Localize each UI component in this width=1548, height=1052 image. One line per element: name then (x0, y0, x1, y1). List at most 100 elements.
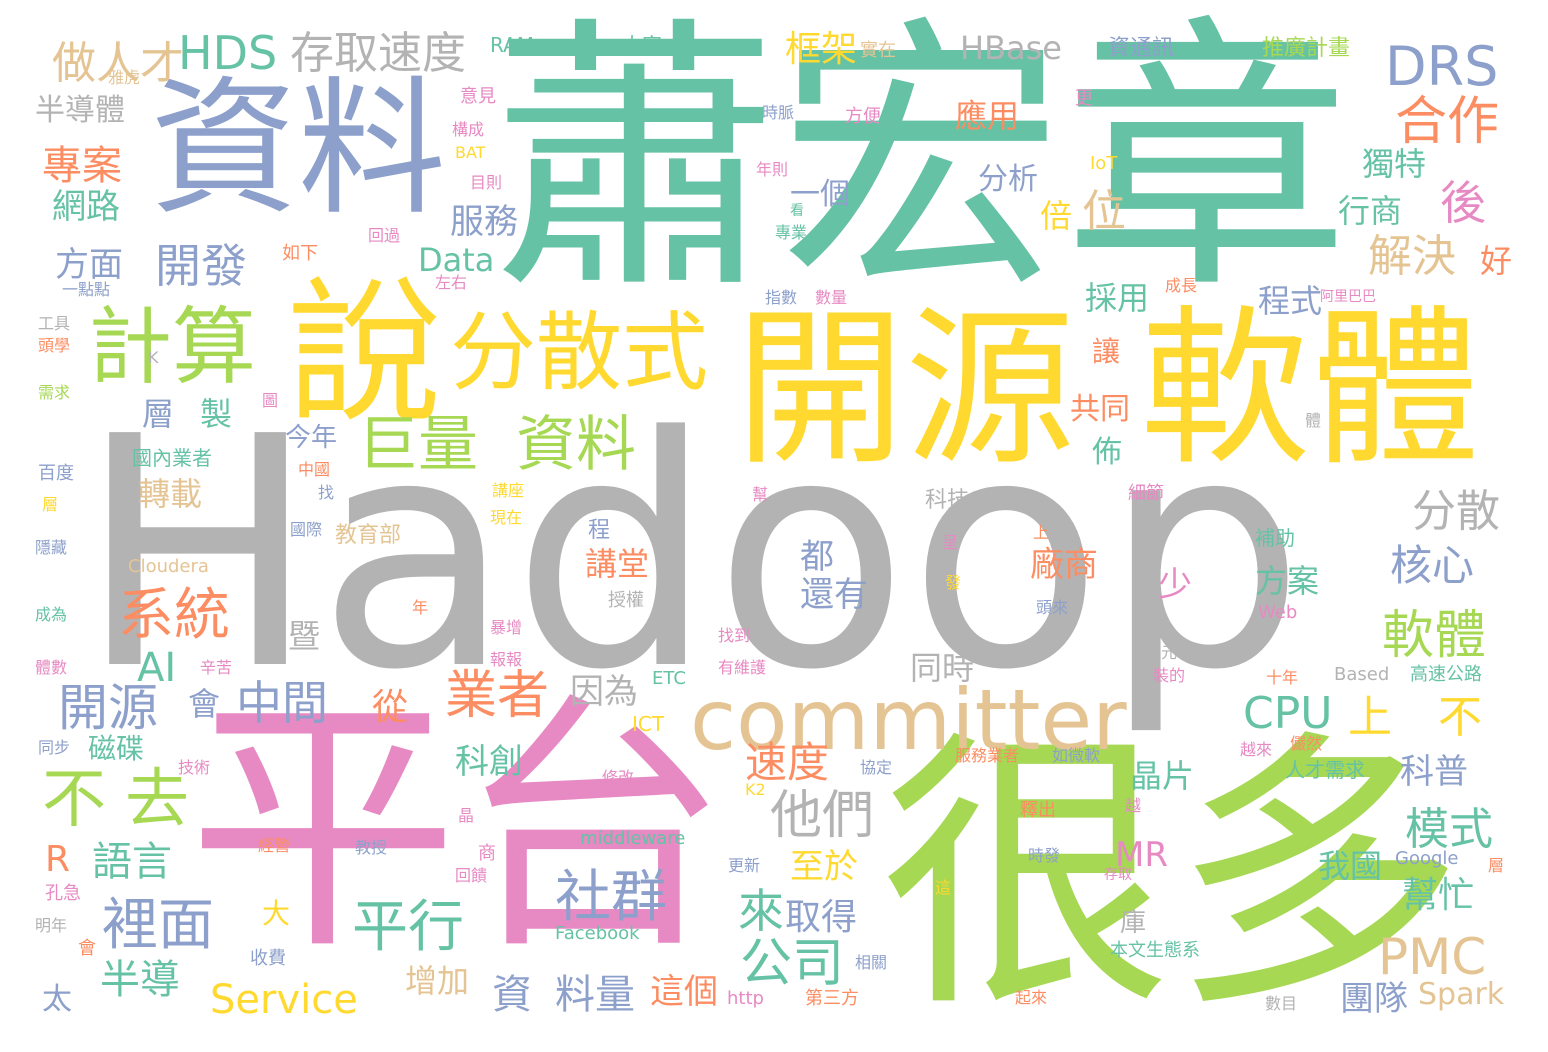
word-up: 上 (1348, 692, 1392, 743)
word-sync: 同步 (38, 738, 71, 757)
word-meanwhile: 同時 (910, 649, 975, 687)
word-talent: 做人才 (52, 38, 184, 89)
word-this-year: 今年 (285, 423, 338, 453)
word-promo-plan: 推廣計畫 (1262, 36, 1351, 61)
word-distributed: 分散式 (450, 303, 708, 403)
word-increasingly: 越來 (1240, 740, 1273, 759)
word-zhe: 這 (935, 878, 952, 897)
word-analysis: 分析 (978, 162, 1038, 197)
word-really: 實在 (860, 40, 896, 61)
word-access-speed: 存取速度 (290, 28, 466, 79)
word-library: 庫 (1120, 908, 1147, 938)
word-a-little: 一點點 (62, 280, 111, 299)
word-approx: 左右 (435, 273, 468, 292)
word-year: 年 (412, 598, 429, 617)
word-many: 很多 (880, 706, 1464, 1046)
word-let: 讓 (1092, 335, 1121, 368)
word-cpu: CPU (1243, 688, 1333, 739)
word-ict-industry: 資通訊 (1108, 36, 1175, 61)
word-rise: 起來 (1015, 988, 1048, 1007)
word-as-for: 至於 (790, 847, 858, 887)
word-application: 應用 (955, 97, 1020, 135)
word-professional: 專業 (775, 223, 808, 242)
word-disk: 磁碟 (88, 732, 145, 765)
word-technology: 科技 (925, 488, 970, 513)
word-release: 釋出 (1020, 800, 1056, 821)
word-facebook: Facebook (555, 923, 640, 944)
word-position: 位 (1082, 186, 1126, 237)
word-more-2: 越 (1125, 796, 1142, 815)
word-compose: 構成 (452, 120, 485, 139)
word-china: 中國 (298, 460, 331, 479)
word-our-country: 我國 (1318, 847, 1383, 885)
word-not: 不 (1438, 692, 1482, 743)
word-found: 找到 (718, 626, 751, 645)
word-spark: Spark (1418, 977, 1505, 1012)
word-obtain: 取得 (785, 897, 858, 938)
word-framework: 框架 (785, 29, 858, 70)
word-k2: K2 (745, 780, 766, 799)
word-layer: 層 (142, 395, 175, 433)
word-service: 服務 (450, 202, 518, 242)
word-clock: 時脈 (762, 103, 795, 122)
word-vendors: 業者 (445, 666, 550, 726)
word-few: 少 (1158, 565, 1192, 605)
word-domestic-vendors: 國內業者 (132, 446, 212, 470)
word-hidden: 隱藏 (35, 538, 68, 557)
word-body-count: 體數 (35, 658, 68, 677)
word-operator: 行商 (1338, 192, 1403, 230)
word-inside: 裡面 (102, 893, 214, 958)
word-convenient: 方便 (845, 106, 881, 127)
word-bat: BAT (455, 143, 486, 162)
word-program: 程式 (1258, 282, 1323, 320)
word-crystal: 晶 (458, 806, 475, 825)
word-service-en: Service (210, 977, 358, 1023)
word-operate: 經營 (258, 836, 291, 855)
word-seemingly: 儼然 (1290, 734, 1323, 753)
word-platform: 平台 (188, 671, 728, 986)
word-because: 因為 (570, 672, 638, 712)
word-cloudera: Cloudera (128, 556, 209, 577)
word-baidu: 百度 (38, 463, 74, 484)
word-committer: committer (690, 671, 1127, 769)
word-also-have: 還有 (800, 575, 868, 615)
word-ad: 西元 (1145, 643, 1178, 662)
word-moe: 教育部 (335, 523, 402, 548)
word-quantity: 數量 (815, 288, 848, 307)
word-good: 好 (1480, 242, 1513, 280)
word-etc: ETC (652, 668, 686, 689)
word-like-ms: 如微軟 (1052, 746, 1101, 765)
word-fee: 收費 (250, 948, 286, 969)
word-and: 暨 (288, 617, 321, 655)
word-huge: 巨量 (358, 410, 478, 480)
word-layer-2: 層 (42, 495, 59, 514)
word-core: 核心 (1390, 541, 1475, 590)
word-protocol: 協定 (860, 758, 893, 777)
word-too: 太 (42, 982, 72, 1017)
word-modify: 修改 (602, 768, 635, 787)
word-cheng-2: 呈 (942, 533, 959, 552)
word-feedback: 回饋 (455, 866, 488, 885)
word-subsidy: 補助 (1255, 526, 1295, 550)
word-access: 存取 (1104, 867, 1132, 883)
word-figure: 圖 (262, 391, 279, 410)
word-surge: 暴增 (490, 618, 523, 637)
word-hds: HDS (178, 26, 278, 80)
word-on: 上 (1033, 523, 1050, 542)
word-merchant: 商 (478, 843, 496, 864)
word-license: 授權 (608, 590, 644, 611)
word-say: 說 (287, 263, 442, 444)
word-scatter: 分散 (1412, 486, 1500, 537)
word-hbase: HBase (960, 29, 1062, 67)
word-bang: 幫 (752, 485, 769, 504)
word-yahoo: 雅虎 (108, 68, 141, 87)
word-tools: 工具 (38, 314, 71, 333)
word-sci-innovation: 科創 (455, 742, 523, 782)
word-after: 後 (1440, 176, 1486, 230)
word-semiconductor: 半導體 (35, 93, 125, 128)
word-shi-fa: 時發 (1028, 846, 1061, 865)
word-international: 國際 (290, 520, 323, 539)
word-xiao-hong-zhang: 蕭宏章 (492, 0, 1350, 327)
word-seminar: 講座 (492, 481, 525, 500)
